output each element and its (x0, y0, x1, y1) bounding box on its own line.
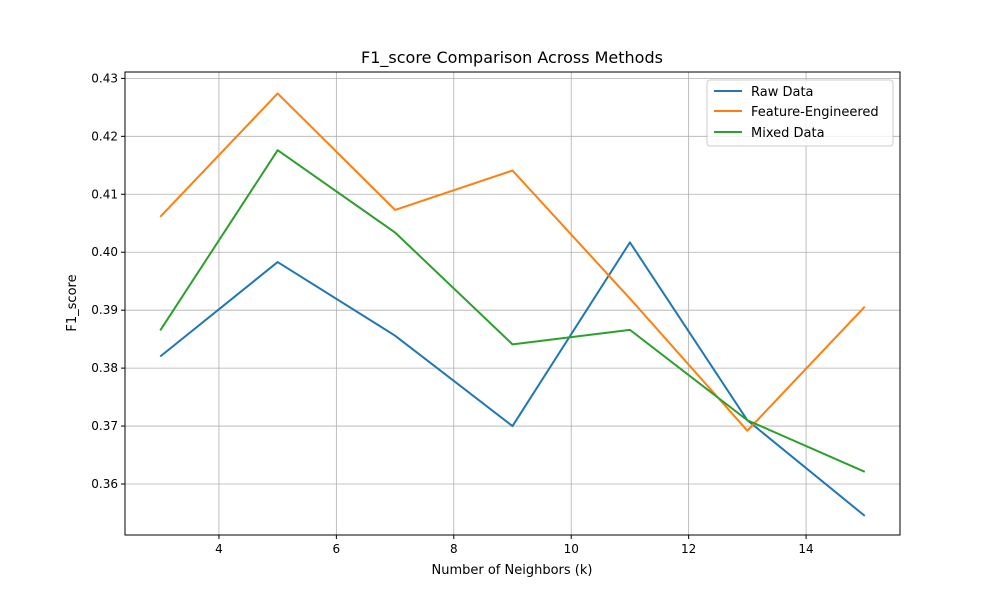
series-line-mixed-data (159, 149, 866, 473)
x-axis-label: Number of Neighbors (k) (432, 563, 593, 578)
series-line-feature-engineered (159, 92, 866, 432)
x-tick-label: 6 (333, 542, 341, 556)
y-tick-label: 0.36 (91, 477, 118, 491)
y-tick-label: 0.39 (91, 303, 118, 317)
legend-label-raw-data: Raw Data (751, 85, 814, 100)
chart-title: F1_score Comparison Across Methods (361, 48, 663, 68)
ticks: 4 6 8 10 12 14 0.36 0.37 0.38 0.39 0.40 0.41 0.42 0.4… (91, 71, 813, 556)
y-axis-label: F1_score (65, 274, 80, 331)
y-tick-label: 0.42 (91, 129, 118, 143)
x-tick-label: 14 (798, 542, 813, 556)
x-tick-label: 10 (564, 542, 579, 556)
y-tick-label: 0.43 (91, 71, 118, 85)
x-tick-label: 4 (215, 542, 223, 556)
legend: Raw Data Feature-Engineered Mixed Data (706, 79, 894, 147)
axes-frame (124, 71, 901, 536)
series-line-raw-data (159, 241, 866, 517)
y-tick-label: 0.41 (91, 187, 118, 201)
x-tick-label: 8 (450, 542, 458, 556)
y-tick-label: 0.37 (91, 419, 118, 433)
series-lines (159, 92, 866, 517)
y-tick-label: 0.40 (91, 245, 118, 259)
legend-label-feature-engineered: Feature-Engineered (751, 105, 879, 120)
x-tick-label: 12 (681, 542, 696, 556)
y-tick-label: 0.38 (91, 361, 118, 375)
legend-label-mixed-data: Mixed Data (751, 126, 825, 141)
legend-frame (706, 79, 894, 147)
